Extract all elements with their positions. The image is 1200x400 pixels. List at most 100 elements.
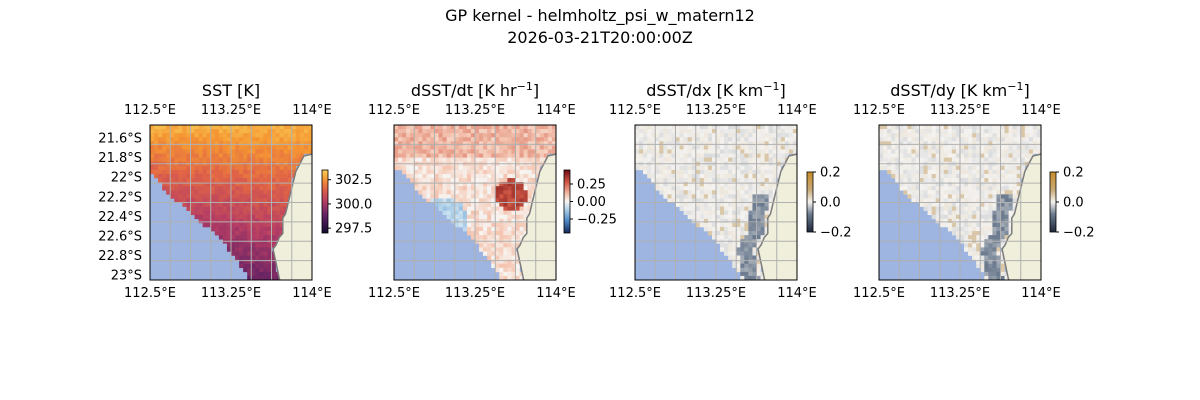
grid-cell bbox=[1036, 129, 1041, 134]
grid-cell bbox=[247, 194, 252, 199]
grid-cell bbox=[756, 214, 761, 220]
grid-cell bbox=[462, 206, 468, 211]
grid-cell bbox=[788, 129, 794, 134]
grid-cell bbox=[491, 247, 496, 252]
grid-cell bbox=[150, 129, 155, 134]
grid-cell bbox=[267, 133, 272, 138]
grid-cell bbox=[251, 194, 256, 199]
grid-cell bbox=[687, 129, 692, 134]
grid-cell bbox=[736, 243, 741, 248]
grid-cell bbox=[479, 226, 484, 232]
colorbar-bar bbox=[321, 169, 329, 234]
grid-cell bbox=[267, 271, 272, 277]
grid-cell bbox=[279, 157, 284, 163]
grid-cell bbox=[166, 178, 171, 183]
grid-cell bbox=[911, 165, 916, 171]
grid-cell bbox=[996, 247, 1001, 252]
grid-cell bbox=[483, 202, 488, 207]
grid-cell bbox=[1000, 198, 1005, 203]
grid-cell bbox=[503, 125, 508, 130]
grid-cell bbox=[1012, 165, 1017, 171]
grid-cell bbox=[951, 222, 957, 228]
grid-cell bbox=[499, 198, 504, 203]
grid-cell bbox=[462, 178, 468, 183]
grid-cell bbox=[251, 243, 256, 248]
grid-cell bbox=[527, 178, 532, 183]
grid-cell bbox=[663, 133, 668, 138]
grid-cell bbox=[1028, 125, 1034, 130]
grid-cell bbox=[964, 226, 969, 232]
grid-cell bbox=[907, 129, 912, 134]
grid-cell bbox=[535, 169, 541, 175]
grid-cell bbox=[162, 129, 167, 134]
grid-cell bbox=[784, 153, 790, 158]
grid-cell bbox=[776, 137, 782, 142]
grid-cell bbox=[899, 129, 904, 134]
grid-cell bbox=[1004, 149, 1009, 154]
grid-cell bbox=[643, 157, 648, 163]
grid-cell bbox=[1004, 173, 1009, 179]
grid-cell bbox=[462, 157, 468, 163]
grid-cell bbox=[675, 186, 680, 191]
grid-cell bbox=[458, 149, 464, 154]
grid-cell bbox=[1000, 255, 1005, 260]
grid-cell bbox=[695, 133, 701, 138]
grid-cell bbox=[247, 186, 252, 191]
grid-cell bbox=[951, 202, 957, 207]
grid-cell bbox=[519, 202, 524, 207]
grid-cell bbox=[947, 129, 953, 134]
grid-cell bbox=[418, 165, 423, 171]
grid-cell bbox=[479, 169, 484, 175]
grid-cell bbox=[736, 153, 741, 158]
grid-cell bbox=[303, 141, 309, 146]
grid-cell bbox=[458, 194, 464, 199]
grid-cell bbox=[740, 259, 745, 264]
grid-cell bbox=[222, 222, 228, 228]
grid-cell bbox=[752, 186, 757, 191]
grid-cell bbox=[495, 214, 500, 220]
grid-cell bbox=[671, 129, 676, 134]
grid-cell bbox=[675, 137, 680, 142]
grid-cell bbox=[398, 145, 403, 150]
grid-cell bbox=[1020, 125, 1026, 130]
grid-cell bbox=[170, 125, 175, 130]
grid-cell bbox=[291, 165, 297, 171]
grid-cell bbox=[663, 149, 668, 154]
grid-cell bbox=[194, 137, 199, 142]
grid-cell bbox=[255, 141, 260, 146]
grid-cell bbox=[703, 129, 709, 134]
grid-cell bbox=[222, 198, 228, 203]
grid-cell bbox=[732, 231, 737, 236]
grid-cell bbox=[255, 137, 260, 142]
grid-cell bbox=[267, 137, 272, 142]
grid-cell bbox=[202, 141, 207, 146]
grid-cell bbox=[776, 133, 782, 138]
grid-cell bbox=[442, 210, 447, 216]
grid-cell bbox=[454, 157, 460, 163]
grid-cell bbox=[410, 141, 415, 146]
grid-cell bbox=[279, 194, 284, 199]
grid-cell bbox=[214, 214, 220, 220]
grid-cell bbox=[720, 129, 725, 134]
grid-cell bbox=[768, 165, 773, 171]
grid-cell bbox=[1032, 125, 1038, 130]
grid-cell bbox=[1004, 186, 1009, 191]
grid-cell bbox=[182, 182, 187, 187]
grid-cell bbox=[752, 173, 757, 179]
grid-cell bbox=[752, 243, 757, 248]
grid-cell bbox=[996, 129, 1001, 134]
grid-cell bbox=[992, 255, 997, 260]
grid-cell bbox=[740, 194, 745, 199]
grid-cell bbox=[728, 247, 733, 252]
grid-cell bbox=[251, 267, 256, 273]
grid-cell bbox=[788, 141, 794, 146]
grid-cell bbox=[1012, 125, 1017, 130]
grid-cell bbox=[295, 157, 301, 163]
grid-cell bbox=[479, 137, 484, 142]
grid-cell bbox=[166, 141, 171, 146]
grid-cell bbox=[764, 226, 769, 232]
grid-cell bbox=[495, 210, 500, 216]
grid-cell bbox=[988, 141, 993, 146]
grid-cell bbox=[744, 186, 749, 191]
grid-cell bbox=[214, 133, 220, 138]
